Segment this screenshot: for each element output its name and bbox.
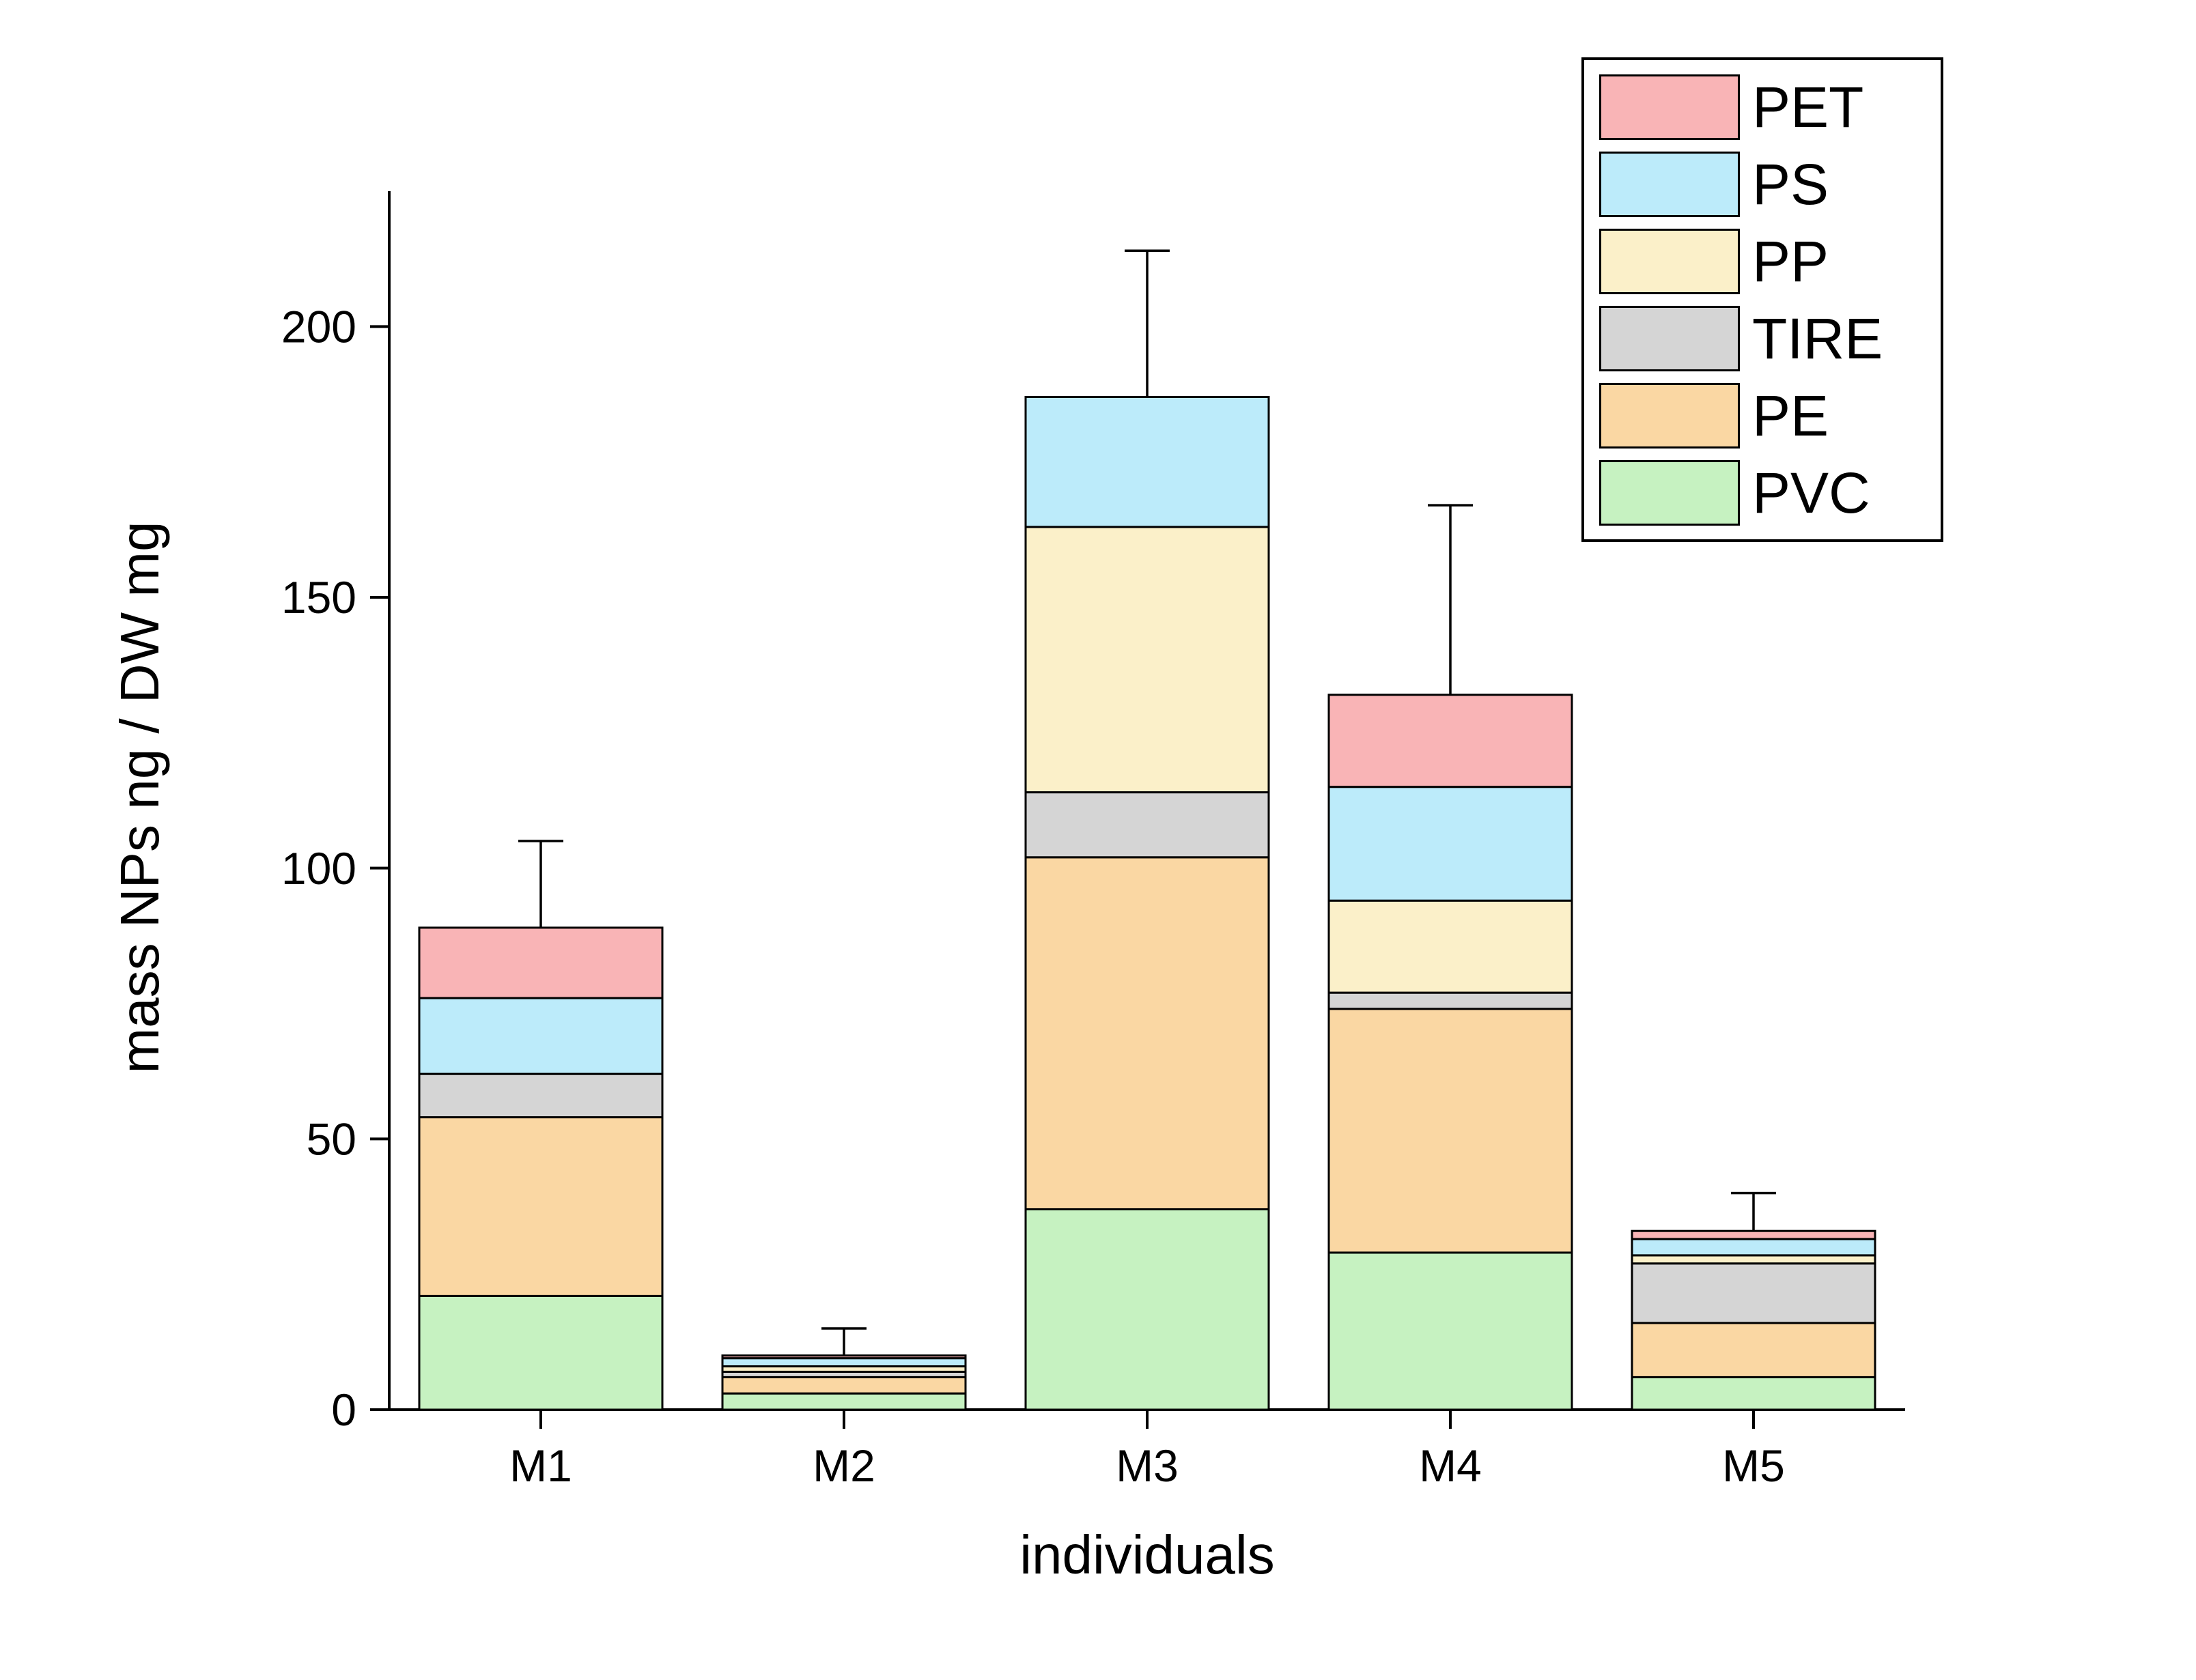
- x-tick-label: M1: [509, 1440, 572, 1491]
- legend-label: PET: [1752, 74, 1864, 139]
- legend-item-pet: PET: [1599, 68, 1941, 145]
- bar-segment-pp-m4: [1327, 899, 1573, 994]
- bar-segment-tire-m5: [1631, 1262, 1876, 1324]
- y-tick-label: 100: [281, 843, 356, 894]
- bar-segment-pet-m5: [1631, 1229, 1876, 1240]
- x-tick-label: M3: [1116, 1440, 1179, 1491]
- bar-segment-pvc-m5: [1631, 1376, 1876, 1411]
- x-tick-label: M4: [1419, 1440, 1482, 1491]
- bar-segment-pvc-m3: [1024, 1208, 1270, 1411]
- legend-label: PE: [1752, 383, 1829, 448]
- bar-segment-pvc-m4: [1327, 1251, 1573, 1411]
- legend-swatch-pvc: [1599, 459, 1740, 526]
- bar-segment-tire-m1: [418, 1072, 664, 1119]
- bar-segment-pet-m4: [1327, 694, 1573, 788]
- y-tick-label: 50: [307, 1113, 356, 1164]
- x-tick-label: M2: [813, 1440, 875, 1491]
- bar-segment-pet-m2: [721, 1354, 967, 1360]
- legend-label: PP: [1752, 229, 1829, 294]
- y-tick-label: 200: [281, 301, 356, 352]
- bar-segment-pe-m4: [1327, 1008, 1573, 1254]
- bar-segment-pe-m2: [721, 1376, 967, 1395]
- x-tick-label: M5: [1722, 1440, 1785, 1491]
- legend-swatch-pet: [1599, 74, 1740, 140]
- bar-segment-pet-m1: [418, 926, 664, 999]
- y-tick-label: 0: [331, 1384, 356, 1435]
- legend-item-pvc: PVC: [1599, 454, 1941, 531]
- bar-segment-pvc-m1: [418, 1294, 664, 1411]
- legend: PET PS PP TIRE PE PVC: [1581, 57, 1943, 542]
- legend-swatch-tire: [1599, 305, 1740, 371]
- legend-item-ps: PS: [1599, 145, 1941, 223]
- x-axis-title: individuals: [1019, 1524, 1275, 1585]
- bar-segment-pe-m3: [1024, 856, 1270, 1210]
- bar-segment-pp-m3: [1024, 526, 1270, 794]
- bar-segment-ps-m2: [721, 1357, 967, 1368]
- bar-segment-pvc-m2: [721, 1392, 967, 1411]
- bar-segment-tire-m3: [1024, 791, 1270, 859]
- bar-segment-ps-m4: [1327, 786, 1573, 902]
- bar-segment-pe-m1: [418, 1116, 664, 1297]
- legend-swatch-ps: [1599, 151, 1740, 217]
- legend-swatch-pp: [1599, 228, 1740, 294]
- legend-item-pe: PE: [1599, 377, 1941, 454]
- y-axis-title: mass NPs ng / DW mg: [109, 521, 170, 1074]
- y-tick-label: 150: [281, 572, 356, 623]
- legend-label: TIRE: [1752, 306, 1883, 371]
- legend-item-tire: TIRE: [1599, 300, 1941, 377]
- legend-item-pp: PP: [1599, 223, 1941, 300]
- legend-label: PVC: [1752, 460, 1870, 525]
- bar-segment-pe-m5: [1631, 1322, 1876, 1378]
- bar-segment-ps-m3: [1024, 395, 1270, 528]
- bar-segment-ps-m1: [418, 997, 664, 1075]
- legend-swatch-pe: [1599, 382, 1740, 449]
- bar-segment-pp-m5: [1631, 1254, 1876, 1265]
- bar-segment-ps-m5: [1631, 1238, 1876, 1257]
- legend-label: PS: [1752, 152, 1829, 216]
- bar-segment-tire-m4: [1327, 991, 1573, 1010]
